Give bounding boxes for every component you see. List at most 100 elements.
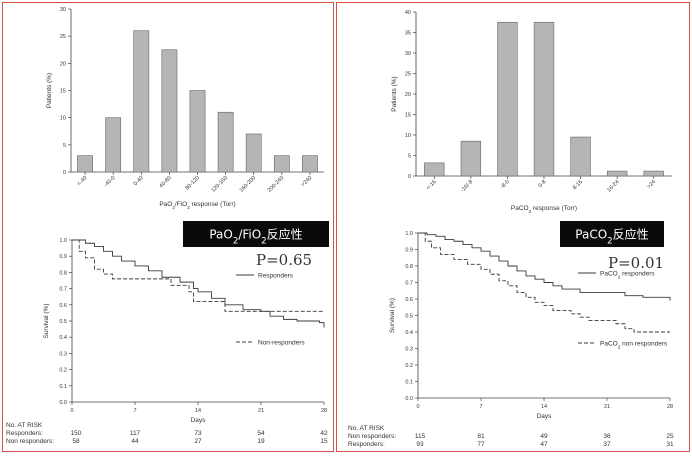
y-axis-label: Survival (%) xyxy=(389,298,396,333)
label-text: PaCO xyxy=(511,205,529,212)
y-axis-label: Survival (%) xyxy=(43,303,50,338)
p-value: P=0.01 xyxy=(608,254,664,272)
x-tick-label: 40-80 xyxy=(159,175,173,189)
risk-title: No. AT RISK xyxy=(348,425,385,432)
y-tick-label: 0.5 xyxy=(59,319,67,325)
x-tick-label: <-16 xyxy=(426,179,438,191)
y-tick-label: 0.2 xyxy=(405,363,413,369)
label-text: PaCO xyxy=(600,341,618,348)
subscript-text: 2 xyxy=(607,237,613,247)
y-tick-label: 0.1 xyxy=(405,380,413,386)
risk-value: 150 xyxy=(71,430,82,437)
label-text: 反应性 xyxy=(613,227,649,242)
y-tick-label: 10 xyxy=(405,133,411,139)
y-tick-label: 0 xyxy=(408,174,411,180)
x-tick-label: 28 xyxy=(321,408,327,414)
legend-label: Non-responders xyxy=(258,340,305,347)
x-tick-label: 200-240 xyxy=(267,175,286,194)
p-value: P=0.65 xyxy=(256,251,312,269)
bar-5 xyxy=(217,111,234,173)
subscript-text: 2 xyxy=(187,205,190,210)
risk-value: 36 xyxy=(603,433,611,440)
paco2-hist-chart: 0 5 10 15 20 25 30 35 40 <-16 -16/-8 -8-0 0-8 8-16 16-… xyxy=(391,10,672,214)
y-tick-label: 0.4 xyxy=(405,330,413,336)
risk-row-label: Responders: xyxy=(348,441,385,448)
bar-6 xyxy=(245,133,262,173)
x-tick-label: 16-24 xyxy=(606,179,620,193)
y-tick-label: 20 xyxy=(60,61,66,67)
x-tick-label: 120-160 xyxy=(211,175,230,194)
label-box xyxy=(183,221,329,247)
risk-value: 47 xyxy=(540,441,548,448)
y-tick-label: 25 xyxy=(405,72,411,78)
bar-8 xyxy=(302,155,318,173)
x-tick-label: -8-0 xyxy=(500,179,511,190)
y-tick-label: 0.7 xyxy=(59,287,67,293)
risk-value: 58 xyxy=(72,438,80,445)
label-text: PaCO xyxy=(575,228,607,242)
y-tick-label: 0.6 xyxy=(59,303,67,309)
x-tick-label: >24 xyxy=(646,179,657,190)
label-box-text: PaCO2反应性 xyxy=(575,227,648,247)
risk-value: 44 xyxy=(131,438,139,445)
risk-row-label: Responders: xyxy=(6,430,43,437)
risk-value: 54 xyxy=(257,430,265,437)
label-text: /FiO xyxy=(175,201,187,208)
risk-value: 49 xyxy=(540,433,548,440)
subscript-text: 2 xyxy=(529,209,532,214)
risk-row-label: Non responders: xyxy=(6,438,54,445)
risk-value: 31 xyxy=(666,441,674,448)
subscript-text: 2 xyxy=(261,237,267,247)
label-text: PaCO xyxy=(600,271,618,278)
bar-3 xyxy=(533,21,555,177)
x-tick-label: 7 xyxy=(479,404,482,410)
label-text: PaO xyxy=(209,228,233,242)
risk-value: 19 xyxy=(257,438,265,445)
x-tick-label: 21 xyxy=(258,408,264,414)
y-axis-label: Patients (%) xyxy=(46,73,53,108)
y-tick-label: 0.0 xyxy=(59,400,67,406)
y-tick-label: 0.3 xyxy=(405,347,413,353)
x-tick-label: >240 xyxy=(300,175,313,188)
y-tick-label: 15 xyxy=(405,113,411,119)
label-box xyxy=(560,221,664,247)
bar-4 xyxy=(570,136,591,177)
y-tick-label: 5 xyxy=(63,143,66,149)
pao2-survival-chart: 0.0 0.1 0.2 0.3 0.4 0.5 0.6 0.7 0.8 0.9 1.0 0 7 14 21 2… xyxy=(6,221,329,445)
risk-row-label: Non responders: xyxy=(348,433,396,440)
x-tick-label: 80-120 xyxy=(185,175,201,191)
y-tick-label: 0.2 xyxy=(59,368,67,374)
subscript-text: 2 xyxy=(618,274,621,279)
legend-label: PaCO2 responders xyxy=(600,271,655,280)
x-tick-label: 0 xyxy=(416,404,419,410)
y-tick-label: 0.4 xyxy=(59,335,67,341)
x-axis-label: Days xyxy=(191,417,207,424)
x-tick-label: 14 xyxy=(541,404,547,410)
x-tick-label: 160-200 xyxy=(239,175,258,194)
risk-value: 77 xyxy=(477,441,485,448)
y-tick-label: 25 xyxy=(60,34,66,40)
bar-2 xyxy=(497,21,518,177)
label-box-text: PaO2/FiO2反应性 xyxy=(209,227,302,247)
x-tick-label: -40-0 xyxy=(103,175,116,188)
y-tick-label: 30 xyxy=(405,51,411,57)
x-tick-label: 21 xyxy=(604,404,610,410)
pao2-hist-chart: 0 5 10 15 20 25 30 <-40 -40-0 0-40 40-80 80-120 120-… xyxy=(46,7,324,210)
label-text: 反应性 xyxy=(267,227,303,242)
label-text: non responders xyxy=(620,341,668,348)
risk-value: 117 xyxy=(130,430,141,437)
y-tick-label: 20 xyxy=(405,92,411,98)
bar-3 xyxy=(161,49,178,173)
label-text: response (Torr) xyxy=(190,201,236,208)
x-tick-label: 14 xyxy=(195,408,201,414)
y-tick-label: 0.5 xyxy=(405,314,413,320)
legend-label: Responders xyxy=(258,273,294,280)
bar-6 xyxy=(643,170,664,177)
y-tick-label: 10 xyxy=(60,116,66,122)
y-tick-label: 0.8 xyxy=(405,264,413,270)
label-text: responders xyxy=(620,271,655,278)
bar-4 xyxy=(189,90,206,173)
risk-value: 15 xyxy=(320,438,328,445)
paco2-survival-chart: 0.0 0.1 0.2 0.3 0.4 0.5 0.6 0.7 0.8 0.9 1.0 0 7 14 21 2… xyxy=(348,221,674,448)
